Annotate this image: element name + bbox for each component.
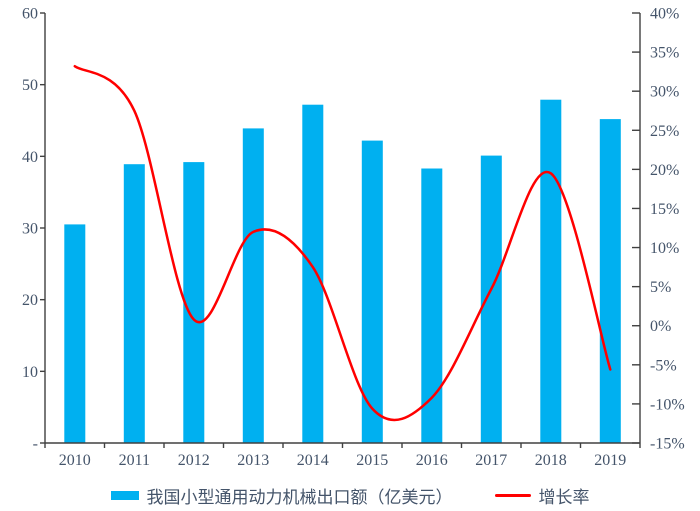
right-axis-tick-label: 15% bbox=[650, 201, 679, 218]
legend-item-growth-rate: 增长率 bbox=[494, 483, 590, 508]
export-bar bbox=[540, 99, 562, 443]
bar-series-swatch bbox=[110, 490, 139, 500]
line-series-swatch bbox=[494, 493, 531, 497]
left-axis-tick-label: - bbox=[33, 436, 38, 453]
left-axis-tick-label: 60 bbox=[22, 6, 38, 23]
export-bar bbox=[421, 168, 443, 443]
x-axis-year-label: 2017 bbox=[475, 452, 507, 469]
left-axis-tick-label: 40 bbox=[22, 149, 38, 166]
line-series-label: 增长率 bbox=[538, 487, 590, 507]
x-axis-year-label: 2010 bbox=[59, 452, 91, 469]
x-axis-year-label: 2014 bbox=[297, 452, 329, 469]
x-axis-year-label: 2015 bbox=[356, 452, 388, 469]
right-axis-tick-label: 35% bbox=[650, 45, 679, 62]
x-axis-year-label: 2019 bbox=[594, 452, 626, 469]
axes-group bbox=[40, 12, 641, 448]
right-axis-tick-label: 25% bbox=[650, 123, 679, 140]
export-bar bbox=[480, 155, 502, 443]
left-axis-tick-label: 30 bbox=[22, 221, 38, 238]
right-axis-tick-label: 40% bbox=[650, 6, 679, 23]
export-bar bbox=[242, 128, 264, 443]
left-axis-tick-labels: 60 50 40 30 20 10 - bbox=[22, 6, 38, 453]
right-axis-tick-label: 20% bbox=[650, 162, 679, 179]
right-axis-tick-label: 10% bbox=[650, 240, 679, 257]
x-axis-year-labels: 2010 2011 2012 2013 2014 2015 2016 2017 2018 2019 bbox=[59, 452, 626, 469]
x-axis-year-label: 2016 bbox=[416, 452, 448, 469]
right-axis-tick-labels: 40% 35% 30% 25% 20% 15% 10% 5% 0% -5% -10% -15% bbox=[650, 6, 685, 453]
export-bar bbox=[361, 140, 383, 443]
x-axis-year-label: 2011 bbox=[119, 452, 150, 469]
growth-rate-line bbox=[73, 64, 612, 422]
export-bar bbox=[599, 119, 621, 443]
x-axis-year-label: 2018 bbox=[535, 452, 567, 469]
export-bar bbox=[183, 162, 205, 443]
right-axis-tick-label: 30% bbox=[650, 84, 679, 101]
x-axis-year-label: 2013 bbox=[237, 452, 269, 469]
right-axis-tick-label: 0% bbox=[650, 318, 671, 335]
right-axis-tick-label: 5% bbox=[650, 279, 671, 296]
export-bar bbox=[123, 164, 145, 443]
left-axis-tick-label: 20 bbox=[22, 292, 38, 309]
export-bars-group bbox=[64, 99, 621, 443]
export-bar bbox=[302, 104, 324, 443]
right-axis-tick-label: -5% bbox=[650, 357, 677, 374]
legend-item-export-value: 我国小型通用动力机械出口额（亿美元） bbox=[110, 483, 453, 508]
chart-legend: 我国小型通用动力机械出口额（亿美元） 增长率 bbox=[0, 482, 700, 508]
x-axis-year-label: 2012 bbox=[178, 452, 210, 469]
bar-series-label: 我国小型通用动力机械出口额（亿美元） bbox=[146, 487, 453, 507]
export-bar bbox=[64, 224, 86, 443]
left-axis-tick-label: 10 bbox=[22, 364, 38, 381]
right-axis-tick-label: -10% bbox=[650, 396, 685, 413]
left-axis-tick-label: 50 bbox=[22, 77, 38, 94]
right-axis-tick-label: -15% bbox=[650, 436, 685, 453]
